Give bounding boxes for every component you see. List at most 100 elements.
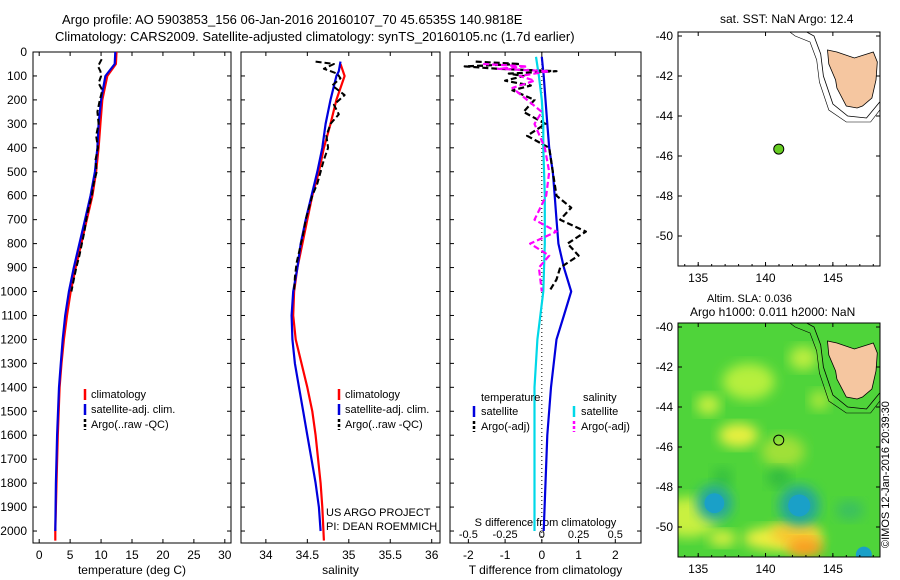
y-tick-label: 1500 xyxy=(0,404,27,418)
float-position-marker xyxy=(773,143,785,155)
salinity-profile-panel: 34 34.5 35 35.5 36 salinity climatology satelli… xyxy=(240,51,441,577)
y-tick-label: 700 xyxy=(7,213,27,227)
x-tick-label: 1 xyxy=(575,548,582,562)
sla-eddy-corner xyxy=(855,546,872,557)
x-axis-label: salinity xyxy=(322,563,359,577)
y-tick-label: 500 xyxy=(7,165,27,179)
y-tick-label: 1600 xyxy=(0,428,27,442)
y-tick-label: 1200 xyxy=(0,332,27,346)
x-tick-label: 0 xyxy=(36,548,43,562)
slope-contour xyxy=(789,323,880,414)
y-tick-label: 900 xyxy=(7,261,27,275)
shelf-contour xyxy=(805,323,880,410)
x-tick-label: 15 xyxy=(125,548,139,562)
x-tick-label: 5 xyxy=(67,548,74,562)
x-tick-label: 10 xyxy=(94,548,108,562)
legend-label: Argo(..raw -QC) xyxy=(345,419,423,431)
map-y-tick-label: -48 xyxy=(656,189,674,203)
y-tick-label: 600 xyxy=(7,189,27,203)
x-tick-label: 2 xyxy=(612,548,619,562)
sla-blob xyxy=(712,467,733,488)
legend-label: climatology xyxy=(91,389,147,401)
y-tick-label: 1800 xyxy=(0,476,27,490)
sla-blob xyxy=(696,394,721,415)
pi-label: PI: DEAN ROEMMICH xyxy=(326,521,437,533)
sla-blob xyxy=(718,423,759,448)
map-x-tick-label: 145 xyxy=(823,562,843,576)
y-tick-label: 2000 xyxy=(0,524,27,538)
x-tick-label: 36 xyxy=(425,548,439,562)
y-tick-label: 300 xyxy=(7,117,27,131)
diff-series-3 xyxy=(533,56,546,531)
project-label: US ARGO PROJECT xyxy=(326,507,431,519)
map-y-tick-label: -46 xyxy=(656,440,674,454)
diff-series-4 xyxy=(483,62,558,292)
figure-title-line2: Climatology: CARS2009. Satellite-adjuste… xyxy=(55,29,575,44)
sla-blob xyxy=(767,467,791,488)
map-x-tick-label: 140 xyxy=(756,271,776,285)
legend-header: salinity xyxy=(583,392,617,404)
x-tick-label: 20 xyxy=(156,548,170,562)
legend-label: climatology xyxy=(345,389,401,401)
y-tick-label: 400 xyxy=(7,141,27,155)
y-tick-label: 1900 xyxy=(0,500,27,514)
slope-contour xyxy=(789,32,880,123)
x-tick-label: 0 xyxy=(538,548,545,562)
y-tick-label: 800 xyxy=(7,237,27,251)
x-axis-label: T difference from climatology xyxy=(469,563,623,577)
map-y-tick-label: -50 xyxy=(656,229,674,243)
sla-title-2: Argo h1000: 0.011 h2000: NaN xyxy=(690,305,855,319)
diff-series-2 xyxy=(463,60,588,293)
x-tick-label: -2 xyxy=(463,548,474,562)
sla-title-1: Altim. SLA: 0.036 xyxy=(707,293,792,305)
figure-title-line1: Argo profile: AO 5903853_156 06-Jan-2016… xyxy=(62,12,523,27)
diff-series-1 xyxy=(540,56,573,532)
legend-label: satellite xyxy=(481,406,518,418)
legend-label: Argo(-adj) xyxy=(581,421,630,433)
y-tick-label: 1100 xyxy=(1,308,27,322)
sla-blob xyxy=(789,346,818,371)
map-y-tick-label: -40 xyxy=(656,320,674,334)
y-tick-label: 200 xyxy=(7,93,27,107)
sla-blob xyxy=(787,538,824,557)
map-y-tick-label: -40 xyxy=(656,29,674,43)
map-y-tick-label: -44 xyxy=(656,109,674,123)
series-line-3 xyxy=(293,60,346,292)
x-tick-label-top: -0.5 xyxy=(459,529,478,541)
sla-eddy-core xyxy=(788,494,811,517)
map-x-tick-label: 145 xyxy=(823,271,843,285)
map-y-tick-label: -42 xyxy=(656,360,674,374)
x-tick-label-top: -0.25 xyxy=(493,529,518,541)
shelf-contour xyxy=(805,32,880,119)
legend-label: satellite-adj. clim. xyxy=(91,404,175,416)
map-y-tick-label: -50 xyxy=(656,520,674,534)
map-y-tick-label: -46 xyxy=(656,149,674,163)
tasmania xyxy=(827,49,878,109)
p-sla-plot-area xyxy=(678,323,880,557)
x-tick-label-top: 0 xyxy=(539,529,545,541)
credit-text: ©IMOS 12-Jan-2016 20:39:30 xyxy=(880,401,892,548)
map-y-tick-label: -44 xyxy=(656,400,674,414)
sla-blob xyxy=(708,530,737,547)
x-tick-label: 30 xyxy=(218,548,232,562)
x-tick-label: 35.5 xyxy=(379,548,403,562)
p-sst-plot-area xyxy=(773,32,880,155)
x-tick-label: 25 xyxy=(187,548,201,562)
p-sal-frame xyxy=(240,51,441,544)
legend-label: satellite xyxy=(581,406,618,418)
tasmania xyxy=(827,340,878,400)
legend-header: temperature xyxy=(481,392,540,404)
p-temp-frame xyxy=(32,51,232,544)
x-tick-label: -1 xyxy=(500,548,511,562)
map-x-tick-label: 140 xyxy=(756,562,776,576)
sla-blob xyxy=(835,500,864,521)
x-tick-label: 34.5 xyxy=(296,548,320,562)
map-x-tick-label: 135 xyxy=(688,562,708,576)
y-tick-label: 1300 xyxy=(0,356,27,370)
x-axis-label: temperature (deg C) xyxy=(78,563,186,577)
sst-map-panel: 135 140 145 -40 -42 -44 -46 -48 -50 xyxy=(656,29,881,285)
series-line-2 xyxy=(54,51,117,532)
legend-label: satellite-adj. clim. xyxy=(345,404,429,416)
x-tick-label: 35 xyxy=(342,548,356,562)
float-position-marker xyxy=(773,434,785,446)
